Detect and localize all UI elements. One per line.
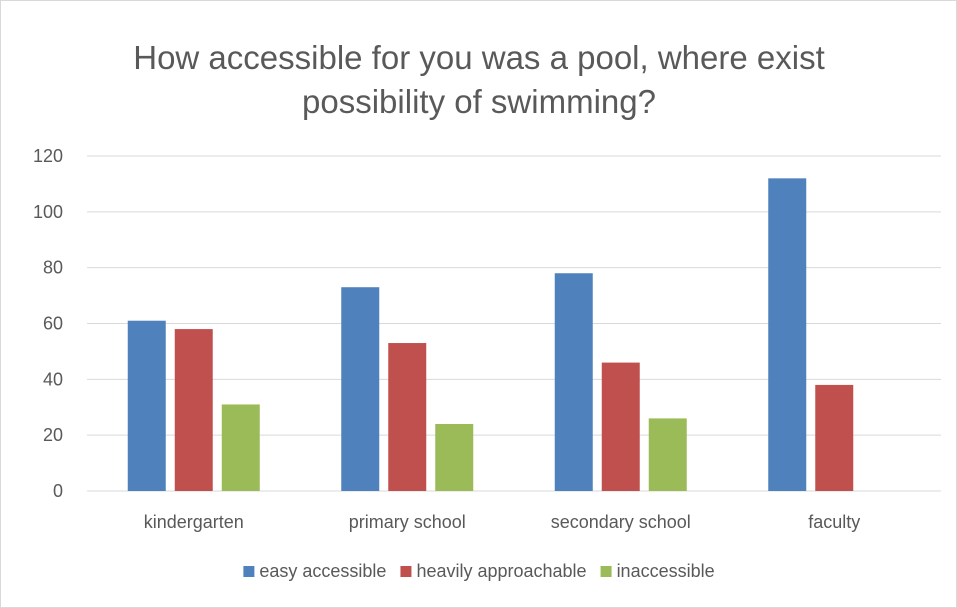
chart-title-line-2: possibility of swimming? (302, 83, 656, 120)
bar-inaccessible-secondary-school (648, 418, 687, 491)
y-tick-label: 100 (33, 202, 63, 222)
legend-label-inaccessible: inaccessible (617, 561, 715, 581)
x-category-label: kindergarten (144, 512, 244, 532)
legend-label-heavily-approachable: heavily approachable (416, 561, 586, 581)
x-axis-category-labels: kindergarten primary school secondary scho… (144, 512, 861, 532)
bar-heavily-approachable-secondary-school (601, 362, 640, 491)
y-tick-label: 0 (53, 481, 63, 501)
x-category-label: primary school (349, 512, 466, 532)
legend: easy accessible heavily approachable inacc… (243, 561, 715, 581)
y-tick-label: 80 (43, 258, 63, 278)
bar-inaccessible-kindergarten (221, 404, 260, 491)
x-category-label: secondary school (551, 512, 691, 532)
legend-swatch-heavily-approachable (400, 566, 412, 577)
y-tick-label: 20 (43, 425, 63, 445)
bar-easy-accessible-faculty (768, 178, 807, 492)
bar-heavily-approachable-kindergarten (174, 329, 213, 491)
y-tick-label: 120 (33, 146, 63, 166)
gridlines (87, 155, 941, 492)
y-tick-label: 40 (43, 369, 63, 389)
bar-heavily-approachable-faculty (815, 384, 854, 491)
bar-inaccessible-primary-school (435, 424, 474, 491)
bar-easy-accessible-primary-school (341, 287, 380, 491)
bars (127, 178, 854, 492)
y-tick-label: 60 (43, 314, 63, 334)
legend-swatch-inaccessible (600, 566, 612, 577)
bar-easy-accessible-kindergarten (127, 320, 166, 491)
legend-label-easy-accessible: easy accessible (259, 561, 386, 581)
bar-heavily-approachable-primary-school (388, 343, 427, 491)
x-category-label: faculty (808, 512, 860, 532)
y-axis-tick-labels: 0 20 40 60 80 100 120 (33, 146, 63, 501)
bar-easy-accessible-secondary-school (554, 273, 593, 491)
chart-title-line-1: How accessible for you was a pool, where… (133, 39, 825, 76)
legend-swatch-easy-accessible (243, 566, 255, 577)
